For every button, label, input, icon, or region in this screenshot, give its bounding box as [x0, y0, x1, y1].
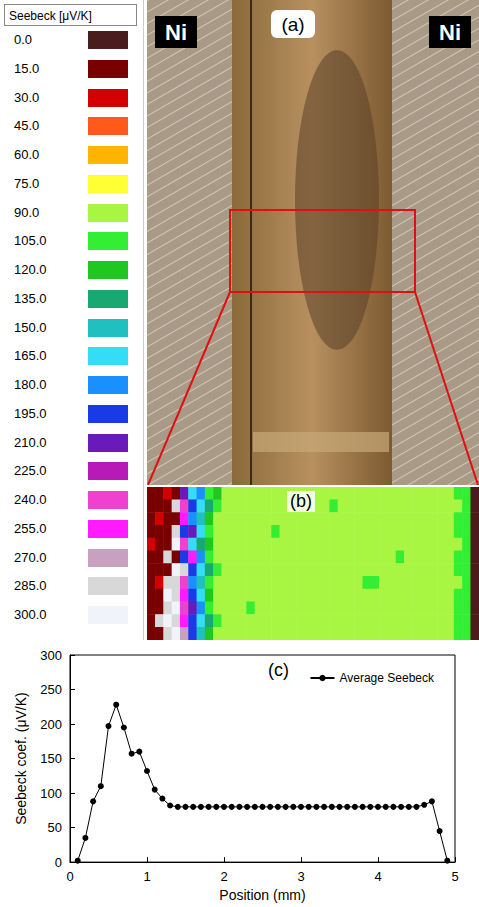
- html-text:75.0: 75.0: [14, 176, 40, 191]
- svg-text:0: 0: [55, 855, 62, 870]
- html-text:210.0: 210.0: [14, 435, 47, 450]
- html-text:105.0: 105.0: [14, 233, 47, 248]
- svg-text:Ni: Ni: [165, 20, 187, 45]
- html-text:Seebeck [μV/K]: Seebeck [μV/K]: [9, 9, 92, 23]
- html-text:195.0: 195.0: [14, 406, 47, 421]
- svg-text:5: 5: [451, 869, 458, 884]
- html-text:15.0: 15.0: [14, 61, 40, 76]
- html-text:150.0: 150.0: [14, 320, 47, 335]
- html-text:(c): (c): [268, 660, 289, 680]
- svg-text:150: 150: [40, 751, 62, 766]
- svg-text:(a): (a): [281, 14, 304, 35]
- html-text:120.0: 120.0: [14, 262, 47, 277]
- html-text:180.0: 180.0: [14, 377, 47, 392]
- html-text:300.0: 300.0: [14, 607, 47, 622]
- html-text:0.0: 0.0: [14, 32, 33, 47]
- svg-text:Seebeck coef. (μV/K): Seebeck coef. (μV/K): [13, 692, 29, 825]
- html-text:135.0: 135.0: [14, 291, 47, 306]
- html-text:(b): (b): [290, 491, 312, 511]
- svg-text:100: 100: [40, 786, 62, 801]
- html-text:255.0: 255.0: [14, 521, 47, 536]
- svg-text:250: 250: [40, 682, 62, 697]
- svg-text:200: 200: [40, 717, 62, 732]
- svg-text:50: 50: [48, 820, 62, 835]
- html-text:45.0: 45.0: [14, 118, 40, 133]
- svg-text:0: 0: [66, 869, 73, 884]
- html-text:165.0: 165.0: [14, 348, 47, 363]
- html-text:285.0: 285.0: [14, 578, 47, 593]
- html-text:60.0: 60.0: [14, 147, 40, 162]
- svg-text:300: 300: [40, 648, 62, 663]
- svg-text:4: 4: [374, 869, 381, 884]
- html-text:270.0: 270.0: [14, 550, 47, 565]
- svg-text:Ni: Ni: [439, 20, 461, 45]
- html-text:225.0: 225.0: [14, 463, 47, 478]
- html-text:240.0: 240.0: [14, 492, 47, 507]
- svg-text:1: 1: [143, 869, 150, 884]
- svg-text:Position (mm): Position (mm): [219, 887, 305, 903]
- html-text:30.0: 30.0: [14, 90, 40, 105]
- svg-text:3: 3: [297, 869, 304, 884]
- svg-text:2: 2: [220, 869, 227, 884]
- svg-text:Average Seebeck: Average Seebeck: [339, 671, 435, 685]
- html-text:90.0: 90.0: [14, 205, 40, 220]
